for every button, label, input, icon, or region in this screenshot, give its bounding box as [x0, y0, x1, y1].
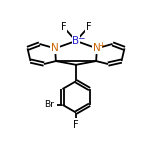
Text: F: F [60, 22, 66, 32]
Text: +: + [98, 41, 105, 50]
Text: F: F [86, 22, 92, 32]
Text: −: − [77, 33, 84, 42]
Text: Br: Br [44, 100, 54, 109]
Text: N: N [51, 43, 59, 53]
Text: N: N [93, 43, 101, 53]
Text: B: B [73, 36, 79, 46]
Text: F: F [73, 120, 79, 130]
